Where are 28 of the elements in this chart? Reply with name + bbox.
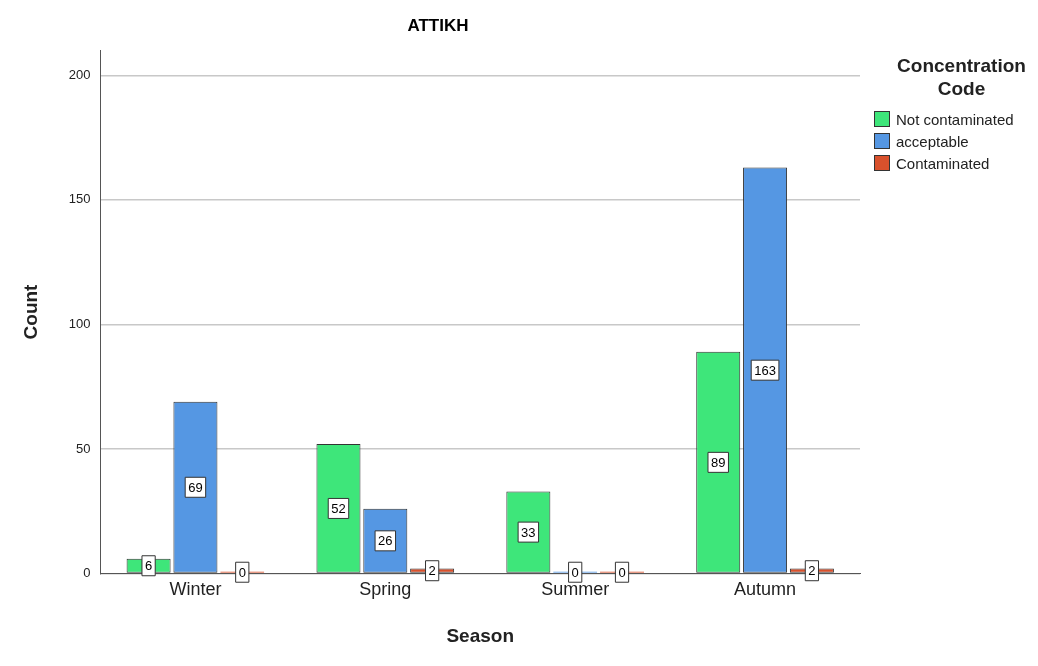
data-label: 0 [238,564,246,580]
y-axis-title: Count [19,283,41,340]
data-label: 2 [808,563,816,579]
x-tick-label: Winter [169,579,222,600]
data-label: 2 [428,563,436,579]
data-label: 52 [331,501,346,517]
x-tick-label: Spring [359,579,412,600]
data-label: 33 [521,524,536,540]
data-label: 89 [710,454,726,470]
legend-label: Contaminated [896,154,990,172]
data-label: 0 [618,564,626,580]
data-label: 69 [188,479,203,495]
legend-label: acceptable [896,132,969,150]
y-tick-label: 0 [83,565,91,581]
x-tick-label: Autumn [734,579,797,600]
y-tick-label: 150 [68,191,91,207]
legend-title: Concentration Code [896,54,1027,100]
data-label: 6 [144,558,153,574]
y-tick-label: 50 [76,440,91,456]
y-tick-label: 200 [68,66,91,82]
data-label: 0 [571,564,579,580]
data-label: 163 [754,362,776,378]
chart-title: ATTIKH [407,15,469,35]
x-axis-title: Season [446,624,515,646]
x-tick-label: Summer [541,579,610,600]
data-label: 26 [378,533,393,549]
legend-label: Not contaminated [896,110,1014,128]
y-tick-label: 100 [68,316,91,332]
